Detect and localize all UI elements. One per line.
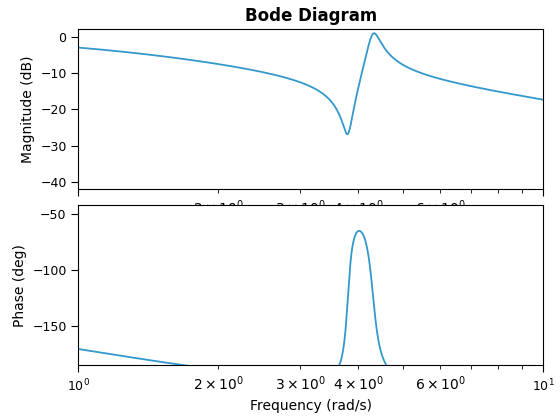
Y-axis label: Magnitude (dB): Magnitude (dB) [21,55,35,163]
X-axis label: Frequency (rad/s): Frequency (rad/s) [250,399,372,413]
Title: Bode Diagram: Bode Diagram [245,7,377,25]
Y-axis label: Phase (deg): Phase (deg) [13,244,27,327]
